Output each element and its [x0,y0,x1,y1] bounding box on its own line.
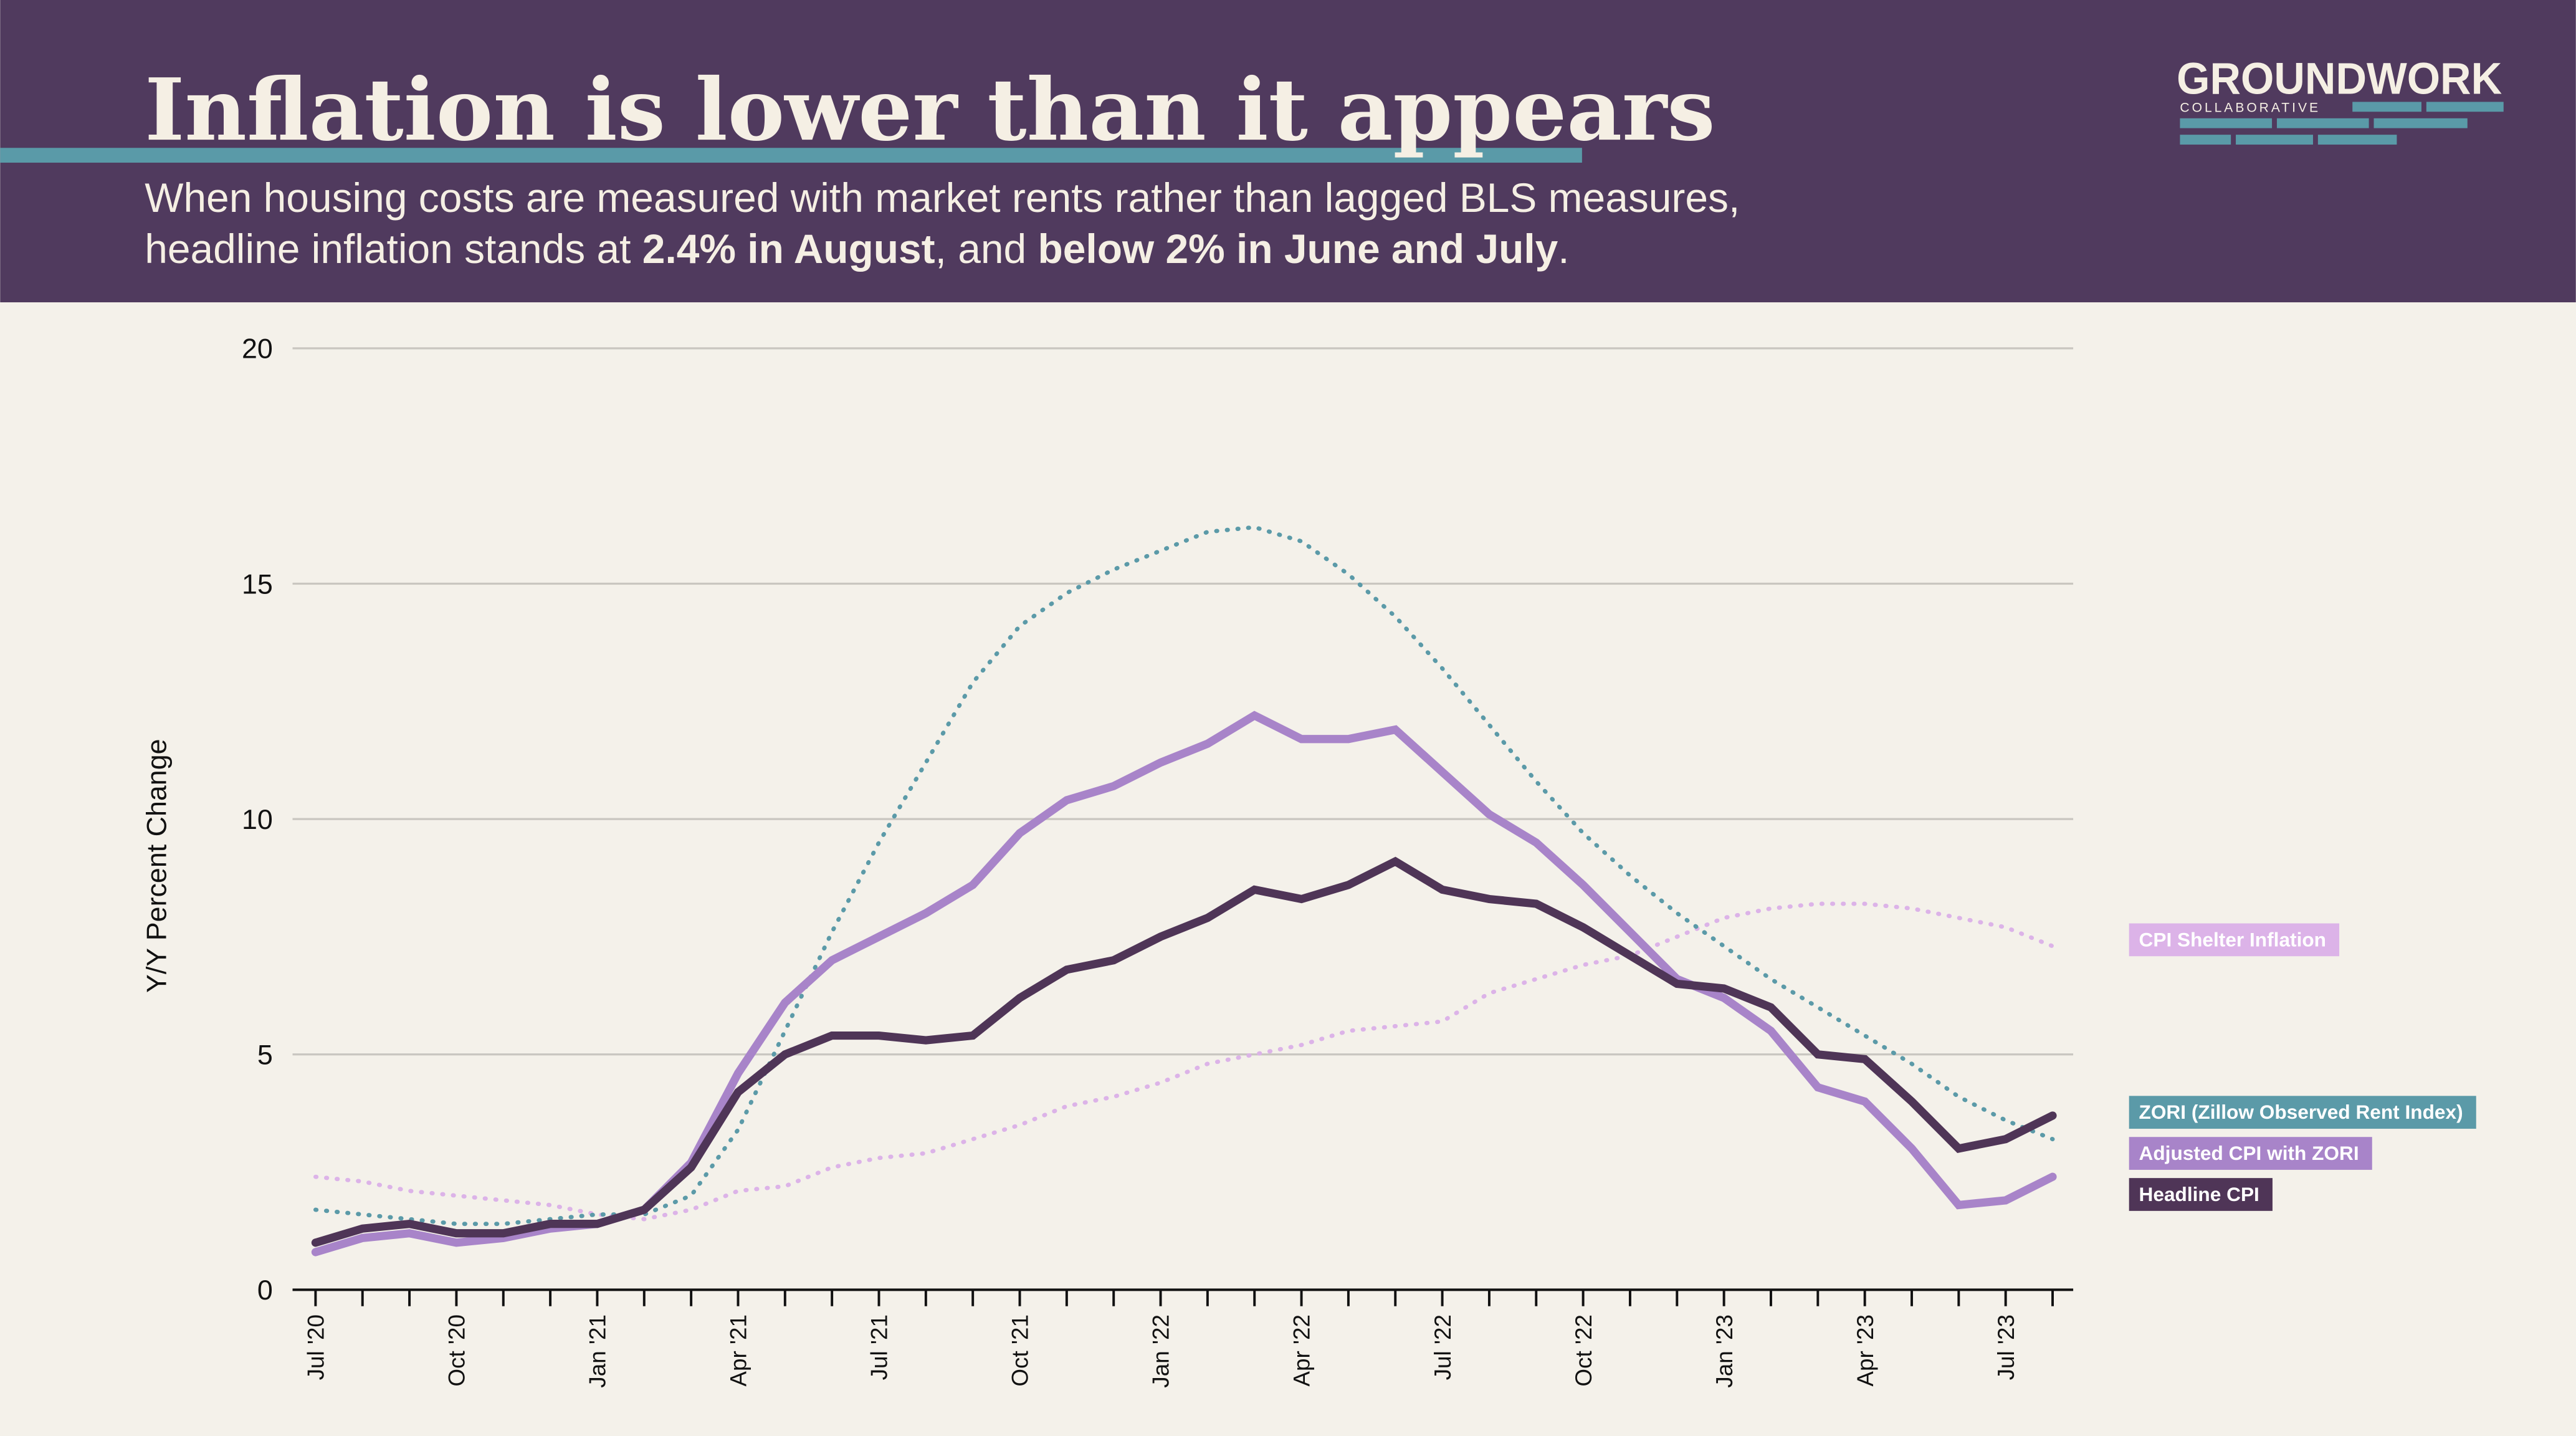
y-axis-label: Y/Y Percent Change [141,739,173,993]
x-tick-label: Apr '21 [726,1314,751,1387]
x-tick-label: Jan '23 [1712,1314,1737,1388]
subtitle-text: , and [935,226,1038,272]
logo-brick [2317,135,2397,145]
subtitle: When housing costs are measured with mar… [145,175,1740,221]
logo-brick [2373,118,2468,128]
x-tick-label: Jan '22 [1148,1314,1174,1388]
subtitle-bold: below 2% in June and July [1038,226,1558,272]
logo-tagline: COLLABORATIVE [2180,100,2321,115]
logo-brick [2236,135,2313,145]
legend-label: ZORI (Zillow Observed Rent Index) [2139,1101,2463,1123]
legend-item: CPI Shelter Inflation [2129,923,2340,957]
x-tick-label: Jul '21 [867,1314,892,1380]
series-line [311,856,2057,1247]
legend-swatch [2129,923,2340,957]
y-tick-label: 20 [242,333,273,365]
legend-item: Adjusted CPI with ZORI [2129,1137,2372,1170]
legend-swatch [2129,1137,2372,1170]
logo-brick [2426,102,2504,112]
x-tick-label: Oct '20 [444,1314,470,1387]
x-tick-label: Oct '21 [1008,1314,1033,1387]
legend-swatch [2129,1178,2273,1211]
logo: GROUNDWORK COLLABORATIVE [2177,54,2504,145]
legend-swatch [2129,1096,2476,1129]
x-tick-label: Apr '22 [1289,1314,1315,1387]
logo-brick [2180,135,2231,145]
subtitle: headline inflation stands at 2.4% in Aug… [145,226,1569,272]
x-tick-label: Jul '22 [1430,1314,1456,1380]
legend-item: Headline CPI [2129,1178,2273,1211]
subtitle-bold: 2.4% in August [642,226,935,272]
y-tick-label: 0 [257,1275,273,1306]
y-tick-label: 10 [242,804,273,835]
x-tick-label: Apr '23 [1853,1314,1878,1387]
logo-brick [2180,118,2273,128]
legend-label: CPI Shelter Inflation [2139,928,2326,950]
legend-item: ZORI (Zillow Observed Rent Index) [2129,1096,2476,1129]
x-tick-label: Oct '22 [1571,1314,1596,1387]
logo-name: GROUNDWORK [2177,54,2502,103]
x-tick-label: Jul '20 [303,1314,329,1380]
legend-label: Adjusted CPI with ZORI [2139,1142,2359,1164]
y-tick-label: 15 [242,568,273,600]
y-tick-label: 5 [257,1040,273,1071]
chart-title: Inflation is lower than it appears [145,60,1715,160]
subtitle-text: . [1558,226,1569,272]
logo-brick [2352,102,2421,112]
subtitle-text: headline inflation stands at [145,226,642,272]
title-underline [0,148,1582,163]
x-tick-label: Jan '21 [585,1314,611,1388]
legend-label: Headline CPI [2139,1183,2259,1205]
series-line [313,525,2055,1227]
subtitle-line: When housing costs are measured with mar… [145,175,1740,221]
x-tick-label: Jul '23 [1993,1314,2019,1380]
logo-brick [2276,118,2369,128]
